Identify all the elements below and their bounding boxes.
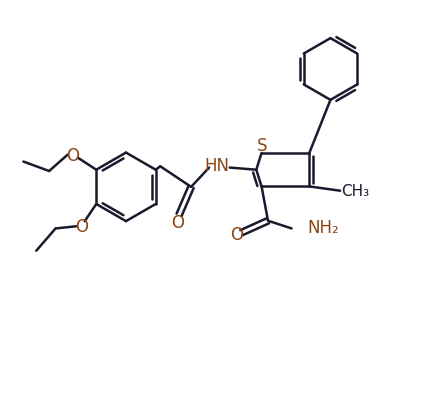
Text: HN: HN	[205, 157, 230, 175]
Text: O: O	[75, 218, 88, 236]
Text: NH₂: NH₂	[308, 219, 339, 236]
Text: CH₃: CH₃	[341, 184, 369, 199]
Text: O: O	[171, 213, 184, 231]
Text: O: O	[230, 225, 243, 243]
Text: S: S	[257, 137, 268, 155]
Text: O: O	[66, 146, 79, 164]
